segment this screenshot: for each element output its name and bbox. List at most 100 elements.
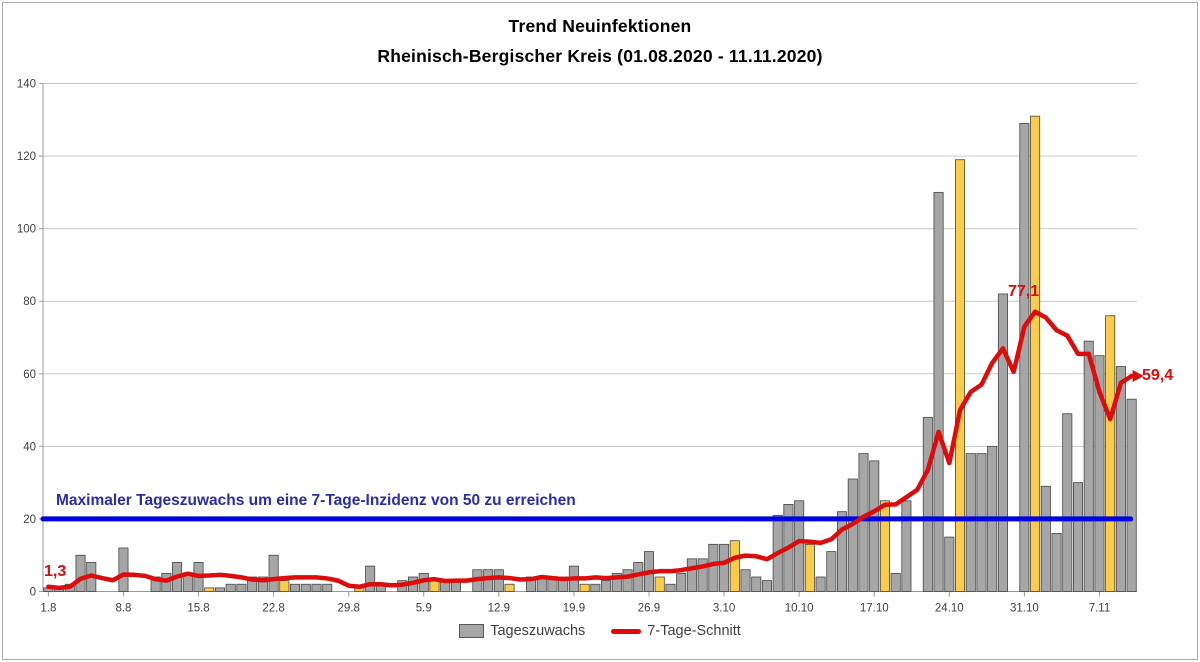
avg-line-arrow-icon xyxy=(1132,369,1144,382)
bar xyxy=(247,576,258,592)
x-tick-label: 26.9 xyxy=(638,603,660,615)
bar xyxy=(1062,413,1073,592)
x-tick-label: 7.11 xyxy=(1089,603,1111,615)
bar-highlighted xyxy=(1105,315,1116,592)
bar xyxy=(751,576,762,592)
bar-highlighted xyxy=(1030,115,1041,592)
x-tick-label: 19.9 xyxy=(563,603,585,615)
x-tick-label: 22.8 xyxy=(262,603,284,615)
x-tick-label: 12.9 xyxy=(488,603,510,615)
legend-line-label: 7-Tage-Schnitt xyxy=(647,623,741,639)
bar xyxy=(815,576,826,592)
x-tick-label: 3.10 xyxy=(713,603,735,615)
legend-item-bars: Tageszuwachs xyxy=(459,623,585,639)
bar xyxy=(236,583,247,592)
x-tick-label: 17.10 xyxy=(860,603,889,615)
bar xyxy=(837,511,848,592)
bar xyxy=(869,460,880,592)
bar xyxy=(976,453,987,592)
bar xyxy=(75,554,86,592)
bar xyxy=(826,551,837,592)
bar xyxy=(922,416,933,592)
x-tick-label: 10.10 xyxy=(785,603,814,615)
bar xyxy=(493,569,504,592)
y-axis-labels: 0 20 40 60 80 100 120 140 xyxy=(17,79,36,599)
y-tick-label: 40 xyxy=(23,441,36,453)
bar-highlighted xyxy=(729,540,740,592)
bar-highlighted xyxy=(429,580,440,592)
legend-item-line: 7-Tage-Schnitt xyxy=(611,623,741,639)
bar xyxy=(847,478,858,592)
axes xyxy=(42,83,1137,592)
y-tick-label: 60 xyxy=(23,369,36,381)
bar xyxy=(719,543,730,592)
chart-title-line2: Rheinisch-Bergischer Kreis (01.08.2020 -… xyxy=(377,46,823,66)
bar xyxy=(601,580,612,592)
bar xyxy=(686,558,697,592)
avg-start-value-annotation: 1,3 xyxy=(44,563,67,580)
bar xyxy=(997,293,1008,592)
bar xyxy=(118,547,129,592)
y-tick-label: 20 xyxy=(23,514,36,526)
chart-title-line1: Trend Neuinfektionen xyxy=(508,16,692,36)
x-tick-label: 1.8 xyxy=(40,603,56,615)
bar xyxy=(740,569,751,592)
bar-highlighted xyxy=(204,587,215,592)
bar xyxy=(268,554,279,592)
x-tick-label: 5.9 xyxy=(416,603,432,615)
x-tick-label: 15.8 xyxy=(187,603,209,615)
bar xyxy=(590,583,601,592)
bar xyxy=(890,572,901,592)
line-swatch-icon xyxy=(611,628,642,634)
x-tick-label: 31.10 xyxy=(1010,603,1039,615)
bar-highlighted xyxy=(955,159,966,592)
bar xyxy=(965,453,976,592)
bar xyxy=(1126,398,1137,592)
bar xyxy=(1019,123,1030,592)
bar-highlighted xyxy=(654,576,665,592)
avg-line xyxy=(46,309,1144,591)
y-tick-label: 80 xyxy=(23,296,36,308)
y-tick-label: 120 xyxy=(17,151,36,163)
bar xyxy=(708,543,719,592)
bar xyxy=(697,558,708,592)
bar-highlighted xyxy=(279,580,290,592)
bar xyxy=(322,583,333,592)
bar xyxy=(794,500,805,592)
bar xyxy=(1094,355,1105,592)
bar xyxy=(944,536,955,592)
chart-title-block: Trend Neuinfektionen Rheinisch-Bergische… xyxy=(0,11,1200,71)
legend: Tageszuwachs 7-Tage-Schnitt xyxy=(0,623,1200,639)
x-axis-labels: 1.8 8.8 15.8 22.8 29.8 5.9 12.9 19.9 26.9 3.10 10.… xyxy=(40,591,1111,615)
bar xyxy=(365,565,376,592)
bar xyxy=(933,191,944,592)
bar-swatch-icon xyxy=(459,624,485,638)
bar xyxy=(761,580,772,592)
bar xyxy=(901,500,912,592)
bar xyxy=(257,576,268,592)
bar xyxy=(1051,533,1062,592)
bar xyxy=(676,572,687,592)
y-tick-label: 140 xyxy=(17,79,36,91)
bar xyxy=(665,583,676,592)
bar xyxy=(300,583,311,592)
bar-highlighted xyxy=(504,583,515,592)
bar xyxy=(290,583,301,592)
bar xyxy=(311,583,322,592)
bar xyxy=(1115,366,1126,592)
bar xyxy=(225,583,236,592)
bar xyxy=(622,569,633,592)
bar-highlighted xyxy=(804,543,815,592)
bar xyxy=(611,572,622,592)
bar xyxy=(1040,485,1051,592)
bar xyxy=(214,587,225,592)
bar-highlighted xyxy=(879,500,890,592)
legend-bars-label: Tageszuwachs xyxy=(490,623,586,639)
avg-7day-line xyxy=(46,309,1134,591)
y-tick-label: 0 xyxy=(30,587,36,599)
avg-peak-value-annotation: 77,1 xyxy=(1008,283,1040,300)
avg-end-value-annotation: 59,4 xyxy=(1142,367,1174,384)
